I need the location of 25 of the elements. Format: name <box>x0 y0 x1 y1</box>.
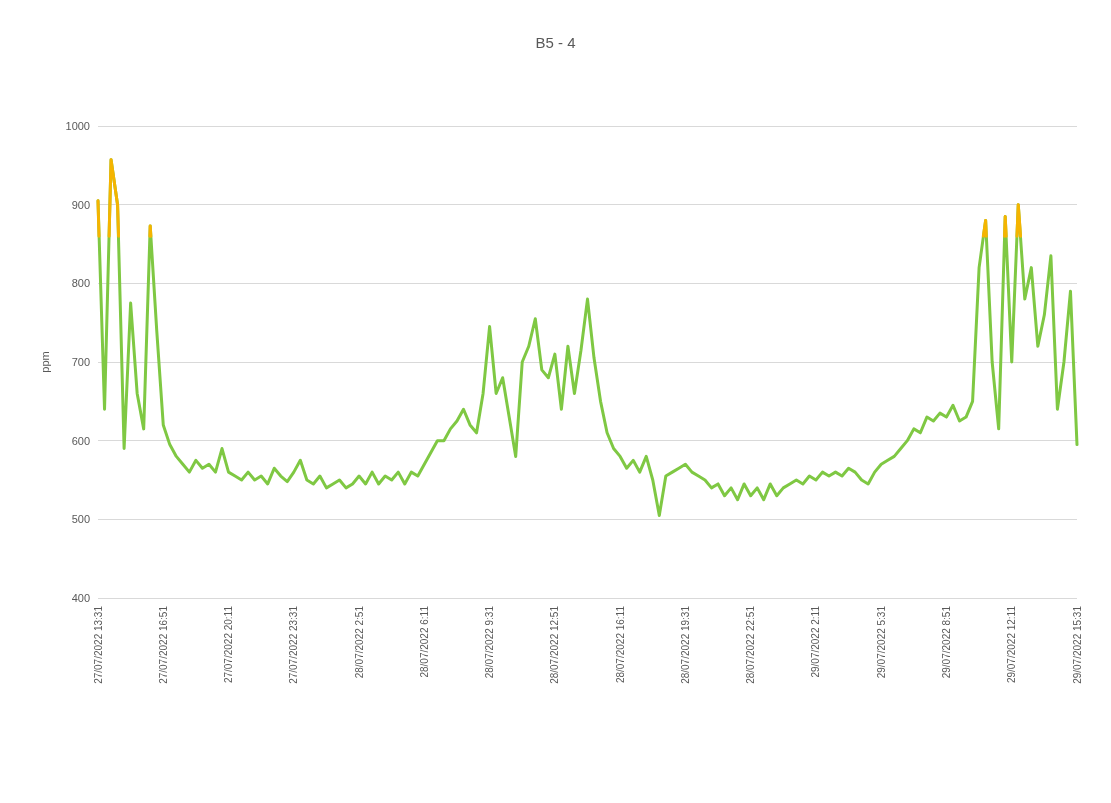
y-tick-label: 400 <box>71 592 90 604</box>
chart-title: B5 - 4 <box>535 34 576 51</box>
y-tick-label: 900 <box>71 198 90 211</box>
x-tick-label: 29/07/2022 8:51 <box>940 605 952 679</box>
y-axis-title: ppm <box>38 351 51 373</box>
y-tick-label: 600 <box>71 434 90 447</box>
x-tick-label: 29/07/2022 15:31 <box>1071 605 1083 684</box>
x-tick-label: 27/07/2022 23:31 <box>288 605 300 684</box>
y-tick-label: 500 <box>71 513 90 526</box>
x-tick-label: 27/07/2022 13:31 <box>92 605 104 684</box>
x-tick-label: 28/07/2022 19:31 <box>679 605 691 684</box>
y-tick-label: 700 <box>71 356 90 368</box>
y-tick-label: 1000 <box>65 120 90 132</box>
x-tick-label: 29/07/2022 12:11 <box>1006 605 1018 684</box>
x-tick-label: 28/07/2022 2:51 <box>353 605 365 679</box>
x-tick-label: 28/07/2022 22:51 <box>745 605 757 684</box>
x-tick-label: 28/07/2022 6:11 <box>418 605 430 678</box>
y-tick-label: 800 <box>71 277 90 290</box>
x-tick-label: 28/07/2022 16:11 <box>614 605 626 684</box>
x-tick-label: 29/07/2022 2:11 <box>810 605 822 678</box>
x-tick-label: 28/07/2022 12:51 <box>549 605 561 684</box>
x-tick-label: 27/07/2022 16:51 <box>157 605 169 684</box>
x-tick-label: 28/07/2022 9:31 <box>484 605 496 679</box>
x-tick-label: 29/07/2022 5:31 <box>875 605 887 679</box>
x-tick-label: 27/07/2022 20:11 <box>223 605 235 684</box>
